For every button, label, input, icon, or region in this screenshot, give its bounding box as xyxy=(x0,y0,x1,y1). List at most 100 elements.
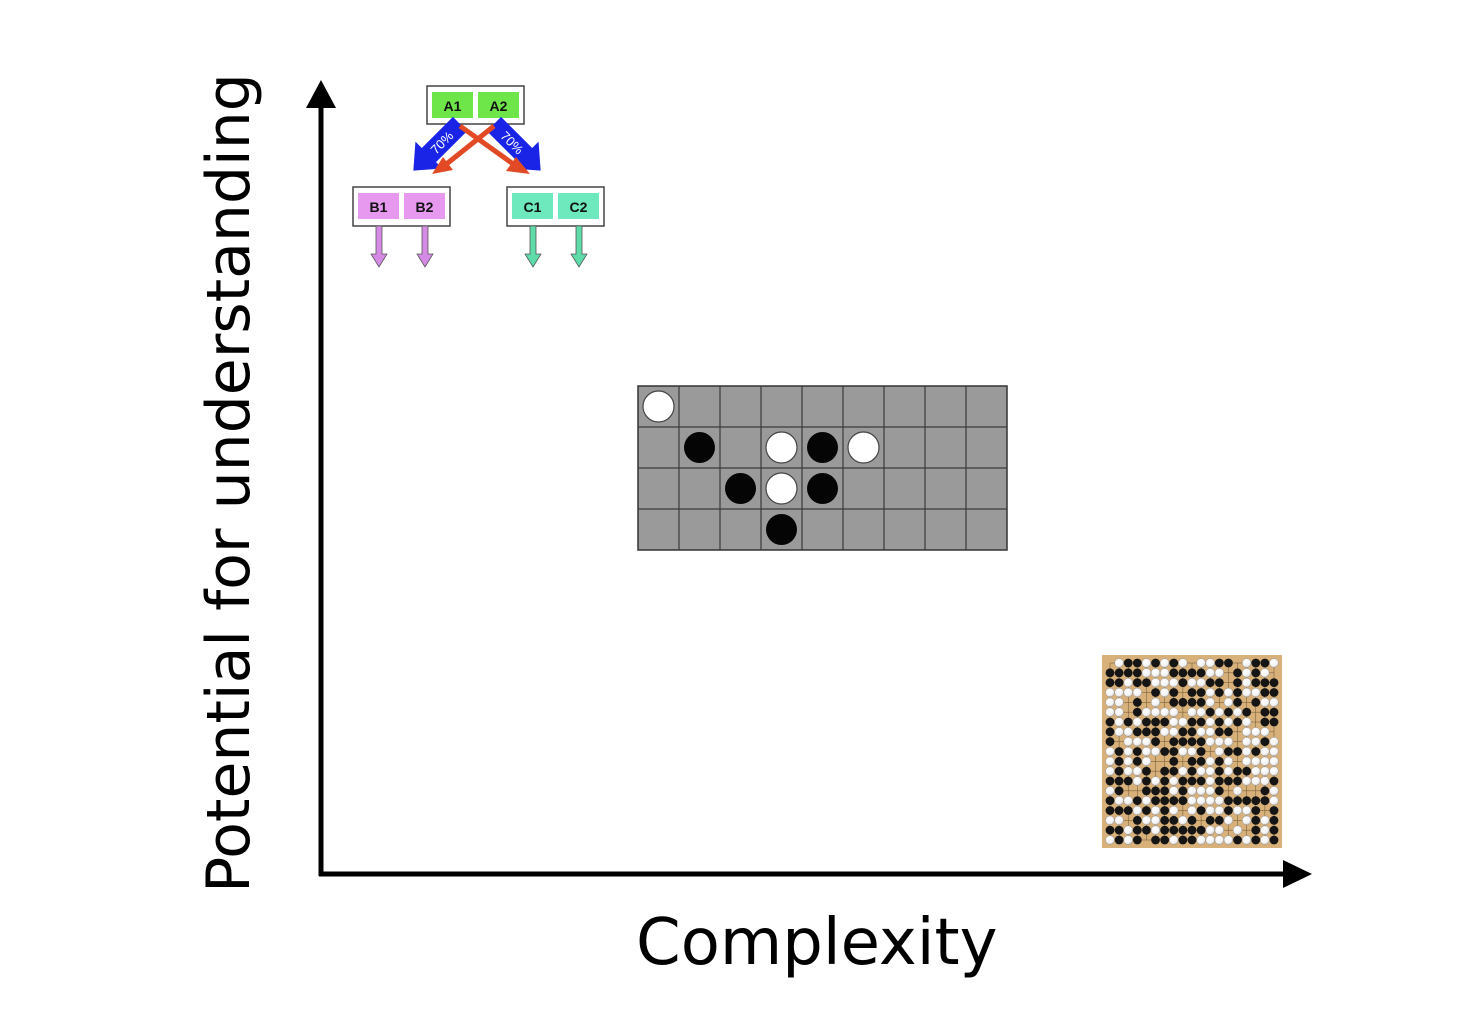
go-stone-black xyxy=(1178,737,1188,747)
go-stone-white xyxy=(1223,717,1234,727)
go-stone-black xyxy=(1160,766,1170,776)
go-stone-white xyxy=(1251,737,1261,747)
go-stone-white xyxy=(1205,805,1215,816)
go-stone-black xyxy=(1105,727,1115,737)
go-stone-white xyxy=(1132,687,1142,698)
go-stone-black xyxy=(1205,815,1215,825)
go-stone-white xyxy=(1232,825,1243,835)
go-stone-white xyxy=(1187,805,1197,816)
go-stone-white xyxy=(1205,756,1215,766)
grid-stone-white xyxy=(765,431,798,464)
go-board xyxy=(1102,655,1282,848)
go-stone-black xyxy=(1233,835,1242,845)
go-stone-white xyxy=(1269,746,1279,757)
go-stone-black xyxy=(1132,678,1142,688)
go-stone-black xyxy=(1187,825,1197,835)
go-stone-black xyxy=(1160,815,1170,825)
go-stone-white xyxy=(1205,776,1215,786)
go-stone-black xyxy=(1142,786,1151,796)
go-stone-black xyxy=(1178,727,1188,737)
go-stone-white xyxy=(1169,805,1179,816)
go-stone-black xyxy=(1114,835,1124,845)
go-stone-black xyxy=(1123,806,1133,815)
go-stone-black xyxy=(1114,766,1124,776)
go-stone-white xyxy=(1123,678,1133,688)
go-stone-black xyxy=(1251,815,1261,825)
go-stone-white xyxy=(1205,697,1215,707)
go-stone-black xyxy=(1214,766,1224,776)
go-stone-black xyxy=(1260,707,1270,717)
go-stone-white xyxy=(1187,786,1197,796)
go-stone-white xyxy=(1178,746,1188,757)
go-stone-black xyxy=(1205,678,1215,688)
go-stone-black xyxy=(1196,688,1206,697)
go-stone-white xyxy=(1251,776,1261,786)
go-stone-black xyxy=(1224,776,1233,786)
go-stone-white xyxy=(1123,796,1133,806)
go-stone-black xyxy=(1151,688,1160,697)
go-stone-white xyxy=(1232,707,1243,717)
go-stone-white xyxy=(1223,835,1234,845)
go-stone-white xyxy=(1214,707,1224,717)
go-stone-black xyxy=(1132,756,1142,766)
x-axis-arrowhead xyxy=(1283,860,1312,888)
go-stone-white xyxy=(1196,707,1206,717)
go-stone-white xyxy=(1105,766,1115,776)
go-stone-white xyxy=(1114,717,1124,727)
go-stone-white xyxy=(1214,796,1224,806)
go-stone-white xyxy=(1242,678,1252,688)
go-stone-black xyxy=(1142,717,1151,727)
go-stone-white xyxy=(1105,756,1115,766)
go-stone-white xyxy=(1105,697,1115,707)
go-stone-black xyxy=(1251,697,1261,707)
go-stone-white xyxy=(1114,815,1124,825)
go-stone-black xyxy=(1187,756,1197,766)
go-stone-white xyxy=(1114,707,1124,717)
go-stone-black xyxy=(1187,776,1197,786)
go-stone-white xyxy=(1150,668,1161,678)
go-stone-black xyxy=(1160,835,1170,845)
decision-tree-diagram: A1 A2 70% 70% B1 B2 C1 C2 xyxy=(352,85,605,268)
go-stone-black xyxy=(1260,717,1270,727)
go-stone-black xyxy=(1196,717,1206,727)
go-stone-white xyxy=(1196,727,1206,737)
grid-stone-black xyxy=(807,432,838,463)
go-stone-white xyxy=(1223,697,1234,707)
go-stone-black xyxy=(1251,678,1261,688)
go-stone-black xyxy=(1132,697,1142,707)
go-stone-black xyxy=(1260,688,1270,697)
go-stone-white xyxy=(1214,737,1224,747)
go-stone-white xyxy=(1160,678,1170,688)
go-stone-white xyxy=(1269,796,1279,806)
go-stone-white xyxy=(1132,776,1142,786)
go-stone-white xyxy=(1150,815,1161,825)
go-stone-black xyxy=(1132,747,1142,756)
go-stone-black xyxy=(1251,658,1261,668)
tree-root-cell-a2 xyxy=(478,92,519,118)
go-stone-white xyxy=(1196,766,1206,776)
go-stone-black xyxy=(1196,668,1206,678)
go-stone-black xyxy=(1169,825,1179,835)
go-stone-white xyxy=(1242,737,1252,747)
tree-cross-arrow-left xyxy=(442,124,496,168)
go-stone-black xyxy=(1178,678,1188,688)
go-stone-white xyxy=(1205,796,1215,806)
go-stone-black xyxy=(1260,786,1270,796)
go-stone-black xyxy=(1169,697,1179,707)
go-stone-black xyxy=(1160,717,1170,727)
go-stone-white xyxy=(1260,766,1270,776)
go-stone-black xyxy=(1114,776,1124,786)
go-stone-white xyxy=(1260,697,1270,707)
go-stone-white xyxy=(1223,756,1234,766)
tree-output-arrows xyxy=(370,225,588,268)
go-stone-black xyxy=(1224,747,1233,756)
go-stone-black xyxy=(1269,688,1279,697)
go-stone-black xyxy=(1233,668,1242,678)
go-stone-white xyxy=(1251,766,1261,776)
go-stone-white xyxy=(1205,835,1215,845)
go-stone-black xyxy=(1187,697,1197,707)
go-stone-white xyxy=(1196,678,1206,688)
go-stone-black xyxy=(1178,668,1188,678)
go-stone-black xyxy=(1178,776,1188,786)
